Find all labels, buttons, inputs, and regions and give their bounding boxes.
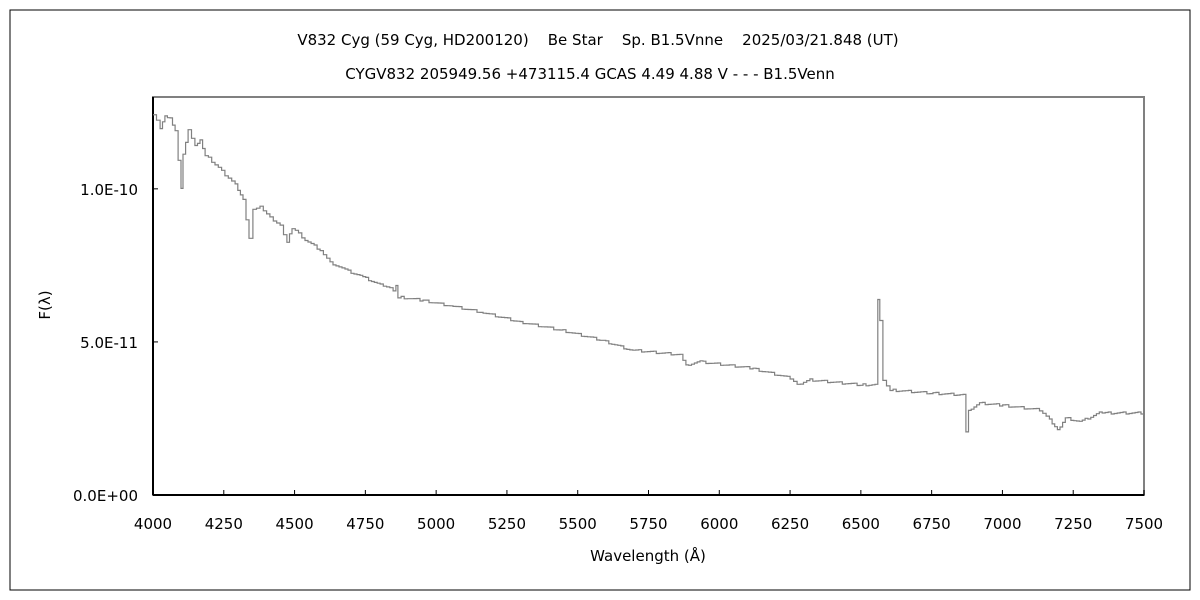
x-tick-label: 5000 bbox=[417, 515, 455, 533]
x-tick-label: 6500 bbox=[842, 515, 880, 533]
x-tick-label: 4000 bbox=[134, 515, 172, 533]
chart-subtitle: CYGV832 205949.56 +473115.4 GCAS 4.49 4.… bbox=[345, 65, 835, 83]
x-tick-label: 7250 bbox=[1054, 515, 1092, 533]
x-tick-label: 7500 bbox=[1125, 515, 1163, 533]
x-axis-label: Wavelength (Å) bbox=[590, 546, 706, 565]
x-tick-label: 6000 bbox=[700, 515, 738, 533]
x-tick-label: 4500 bbox=[275, 515, 313, 533]
x-tick-label: 5250 bbox=[488, 515, 526, 533]
x-tick-label: 6750 bbox=[913, 515, 951, 533]
x-tick-label: 5750 bbox=[629, 515, 667, 533]
chart-title: V832 Cyg (59 Cyg, HD200120) Be Star Sp. … bbox=[297, 31, 898, 49]
x-tick-label: 6250 bbox=[771, 515, 809, 533]
y-tick-label: 0.0E+00 bbox=[73, 487, 138, 505]
spectrum-line bbox=[153, 114, 1145, 433]
y-tick-label: 1.0E-10 bbox=[80, 181, 138, 199]
x-tick-label: 7000 bbox=[983, 515, 1021, 533]
x-tick-label: 4250 bbox=[205, 515, 243, 533]
y-axis-label: F(λ) bbox=[36, 290, 54, 319]
x-tick-label: 4750 bbox=[346, 515, 384, 533]
plot-area bbox=[152, 96, 1145, 496]
y-tick-label: 5.0E-11 bbox=[80, 334, 138, 352]
x-tick-label: 5500 bbox=[559, 515, 597, 533]
chart-frame bbox=[9, 9, 1191, 591]
